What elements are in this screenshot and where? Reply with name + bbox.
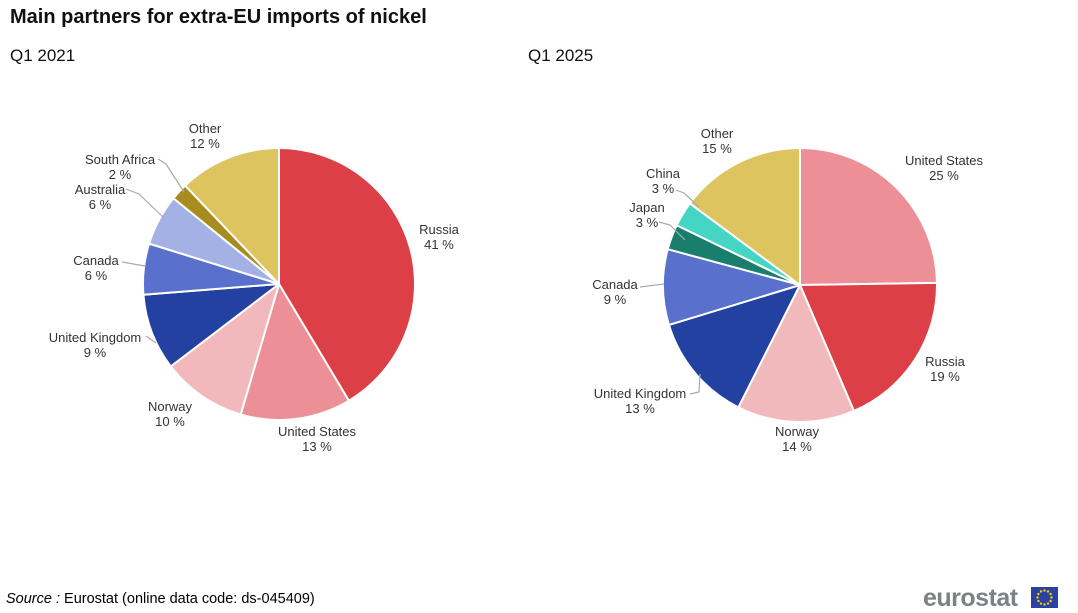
leader-line-1-1 [639,283,665,288]
slice-label-name: Other [188,121,222,136]
leader-line-1-2 [658,221,686,241]
slice-label-name: United States [904,153,984,168]
leader-line-0-0 [145,335,157,344]
pie-slice-russia-1 [799,281,938,412]
slice-label-name: Norway [774,424,820,439]
eu-flag-icon [1031,587,1058,608]
slice-label-norway-0: Norway 10 % [148,399,192,429]
slice-label-value: 2 % [108,167,132,182]
slice-label-value: 9 % [603,292,627,307]
slice-label-name: Japan [629,200,665,215]
eu-flag-star [1050,596,1053,599]
eu-flag-star [1046,602,1050,605]
eu-flag-star [1037,592,1040,596]
slice-label-australia-0: Australia 6 % [75,182,126,212]
slice-label-china-1: China 3 % [646,166,680,196]
source-text: Eurostat (online data code: ds-045409) [60,591,315,607]
slice-label-canada-1: Canada 9 % [592,277,638,307]
eurostat-logo-text: eurostat [923,584,1019,611]
pie-slice-russia-0 [278,147,416,402]
slice-label-value: 9 % [83,345,107,360]
eu-flag-star [1046,590,1050,593]
eu-flag-star [1036,596,1039,599]
source-line: Source : Eurostat (online data code: ds-… [6,591,315,607]
pie-slice-norway-1 [737,284,855,424]
pie-slice-united-states-0 [239,283,350,421]
slice-label-value: 10 % [155,414,185,429]
eu-flag-star [1043,603,1046,606]
source-prefix: Source : [6,591,60,607]
slice-label-russia-1: Russia 19 % [925,354,965,384]
slice-label-name: Canada [73,253,119,268]
slice-label-united-states-1: United States 25 % [905,153,983,183]
slice-label-canada-0: Canada 6 % [73,253,119,283]
eu-flag-star [1049,592,1052,596]
slice-label-name: China [646,166,680,181]
slice-label-name: Canada [592,277,638,292]
slice-label-value: 6 % [84,268,108,283]
leader-line-1-0 [689,373,701,395]
slice-label-value: 13 % [625,401,655,416]
page-title: Main partners for extra-EU imports of ni… [10,6,427,28]
slice-label-value: 3 % [651,181,675,196]
slice-label-russia-0: Russia 41 % [419,222,459,252]
leader-line-0-2 [125,188,164,218]
slice-label-value: 19 % [930,369,960,384]
slice-label-value: 12 % [190,136,220,151]
eu-flag-star [1039,590,1043,593]
pie-slice-united-states-1 [799,147,938,286]
slice-label-name: United States [277,424,357,439]
slice-label-value: 3 % [635,215,659,230]
slice-label-name: Other [700,126,734,141]
slice-label-united-kingdom-1: United Kingdom 13 % [594,386,687,416]
pie-slice-norway-0 [169,283,280,416]
slice-label-value: 6 % [88,197,112,212]
eurostat-logo: eurostat [923,584,1058,611]
slice-label-norway-1: Norway 14 % [775,424,819,454]
eu-flag-star [1037,599,1040,603]
slice-label-other-1: Other 15 % [701,126,734,156]
slice-label-united-states-0: United States 13 % [278,424,356,454]
eu-flag-star [1039,602,1043,605]
eu-flag-star [1049,599,1052,603]
chart-subtitle-q1-2025: Q1 2025 [528,46,594,65]
leader-line-1-3 [675,189,700,208]
slice-label-other-0: Other 12 % [189,121,222,151]
slice-label-name: Norway [147,399,193,414]
slice-label-japan-1: Japan 3 % [629,200,664,230]
slice-label-value: 41 % [424,237,454,252]
pie-slice-other-1 [688,147,801,286]
slice-label-value: 25 % [929,168,959,183]
leader-line-0-1 [121,261,146,267]
slice-label-name: Russia [925,354,965,369]
slice-label-name: Australia [74,182,126,197]
slice-label-value: 14 % [782,439,812,454]
chart-subtitle-q1-2021: Q1 2021 [10,46,76,65]
leader-line-0-3 [157,158,185,193]
slice-label-value: 13 % [302,439,332,454]
slice-label-name: Russia [419,222,459,237]
pie-slice-other-0 [184,147,280,285]
slice-label-united-kingdom-0: United Kingdom 9 % [49,330,142,360]
slice-label-value: 15 % [702,141,732,156]
slice-label-name: South Africa [84,152,156,167]
eu-flag-star [1043,589,1046,592]
slice-label-south-africa-0: South Africa 2 % [85,152,155,182]
slice-label-name: United Kingdom [593,386,687,401]
slice-label-name: United Kingdom [48,330,142,345]
